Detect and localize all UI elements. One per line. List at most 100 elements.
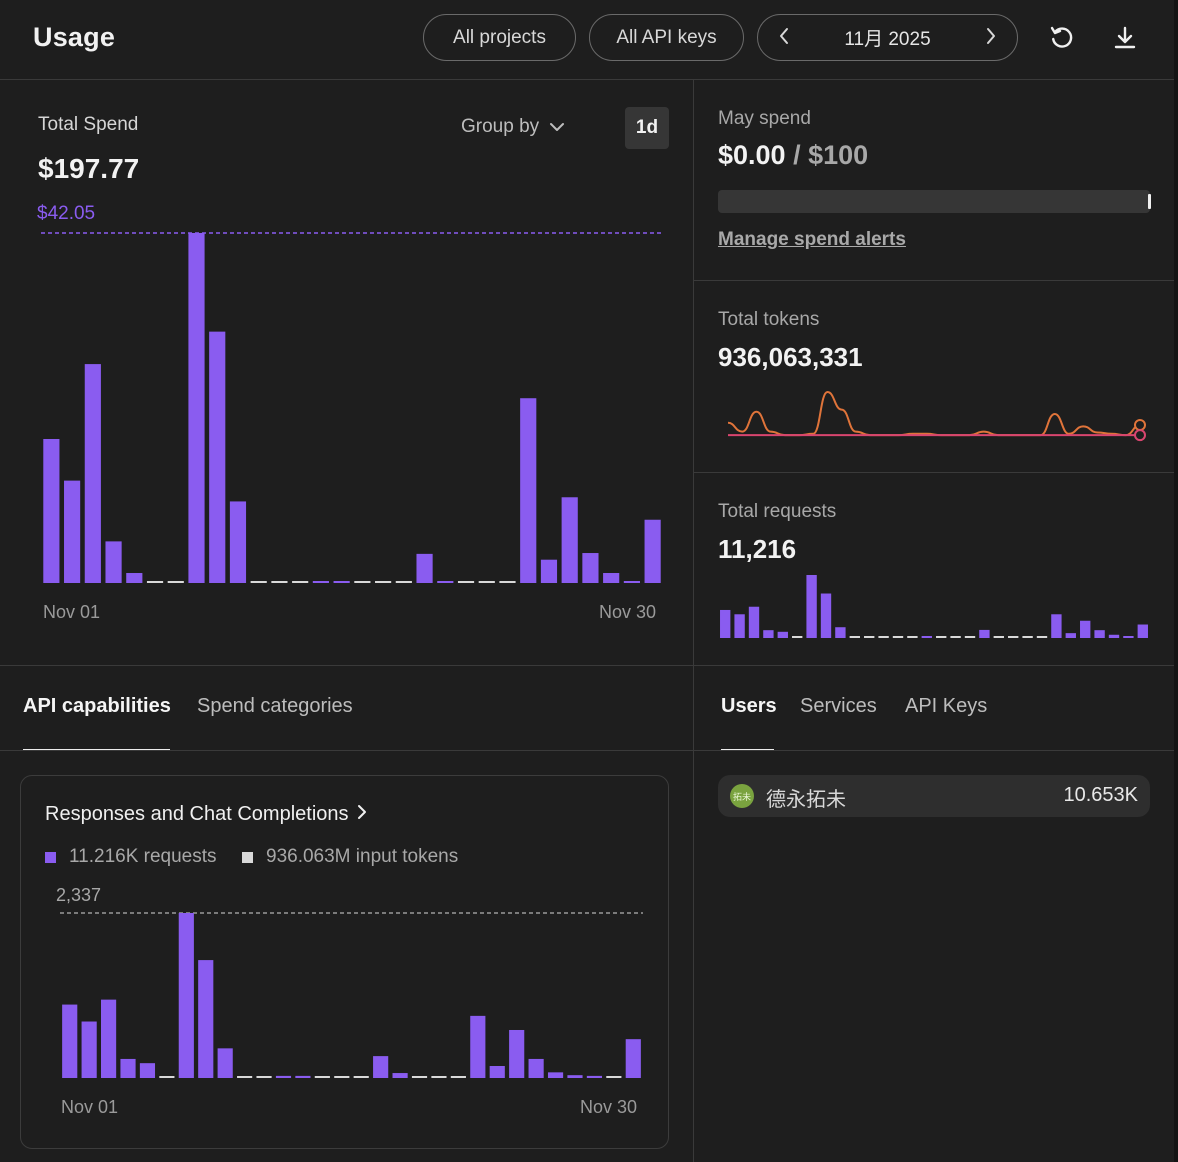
bar: [763, 630, 774, 638]
bar: [979, 629, 990, 638]
capability-x-end: Nov 30: [580, 1097, 638, 1117]
chevron-down-icon: [549, 116, 565, 138]
zero-marker: [256, 1076, 272, 1078]
legend-requests: 11.216K requests: [45, 846, 217, 868]
budget-spent: $0.00: [718, 140, 786, 170]
bar: [178, 913, 194, 1078]
month-selector: 11月 2025: [757, 14, 1018, 61]
zero-marker: [1022, 636, 1033, 638]
bar: [586, 1075, 602, 1078]
zero-marker: [606, 1076, 622, 1078]
bar: [373, 1056, 389, 1078]
spend-bar-chart: [41, 232, 663, 583]
zero-marker: [864, 636, 875, 638]
page-title: Usage: [33, 22, 116, 52]
zero-marker: [878, 636, 889, 638]
budget-value: $0.00 / $100: [718, 140, 868, 171]
budget-limit: $100: [808, 140, 869, 170]
zero-marker: [395, 581, 412, 583]
bar: [1080, 620, 1091, 638]
bar: [520, 398, 537, 583]
legend-label-input-tokens: 936.063M input tokens: [266, 846, 459, 867]
divider: [0, 665, 1174, 666]
capability-peak-label: 2,337: [56, 885, 102, 905]
spend-x-start: Nov 01: [43, 602, 101, 622]
bar: [217, 1048, 233, 1078]
total-requests-title: Total requests: [718, 501, 837, 522]
user-usage-value: 10.653K: [1063, 784, 1138, 806]
bar: [734, 614, 745, 638]
group-by-label: Group by: [461, 116, 540, 137]
manage-spend-alerts-link[interactable]: Manage spend alerts: [718, 229, 906, 250]
column-divider: [693, 80, 694, 1162]
all-api-keys-filter[interactable]: All API keys: [589, 14, 744, 61]
granularity-1d-toggle[interactable]: 1d: [625, 107, 669, 149]
bar: [126, 573, 143, 583]
zero-marker: [964, 636, 976, 638]
capability-bar-chart: [60, 912, 643, 1078]
chevron-right-icon: [357, 803, 367, 826]
user-row[interactable]: 拓未 德永拓未 10.653K: [718, 775, 1150, 817]
bar: [188, 233, 205, 583]
zero-marker: [478, 581, 495, 583]
bar: [644, 519, 661, 583]
zero-marker: [354, 581, 371, 583]
tab-api-capabilities[interactable]: API capabilities: [23, 695, 171, 717]
bar: [835, 627, 846, 638]
capability-card: [20, 775, 669, 1149]
bar: [777, 631, 788, 638]
group-by-dropdown[interactable]: Group by: [461, 116, 565, 138]
bar: [229, 501, 247, 583]
spend-x-end: Nov 30: [599, 602, 657, 622]
bar: [120, 1058, 136, 1078]
zero-marker: [892, 636, 904, 638]
legend-swatch-requests: [45, 851, 56, 863]
zero-marker: [411, 1076, 428, 1078]
bar: [820, 593, 832, 638]
tab-services[interactable]: Services: [800, 695, 877, 717]
requests-bar-chart: [720, 575, 1148, 638]
tab-spend-categories[interactable]: Spend categories: [197, 695, 353, 717]
chevron-right-icon[interactable]: [985, 27, 997, 49]
avatar: 拓未: [730, 784, 754, 808]
zero-marker: [907, 636, 918, 638]
bar: [547, 1072, 564, 1078]
legend-label-requests: 11.216K requests: [69, 846, 217, 867]
tab-api-keys[interactable]: API Keys: [905, 695, 988, 717]
bar: [295, 1075, 311, 1078]
bar: [1137, 624, 1148, 638]
zero-marker: [792, 636, 803, 638]
tab-users[interactable]: Users: [721, 695, 777, 717]
zero-marker: [146, 581, 164, 583]
bar: [748, 606, 760, 638]
bar: [561, 497, 578, 583]
divider: [0, 750, 693, 751]
refresh-icon[interactable]: [1048, 24, 1076, 52]
legend-swatch-input-tokens: [242, 851, 253, 863]
bar: [139, 1063, 156, 1078]
budget-limit-marker: [1148, 194, 1151, 209]
month-label: 11月 2025: [844, 29, 931, 50]
divider: [694, 472, 1174, 473]
zero-marker: [271, 581, 288, 583]
bar: [625, 1039, 641, 1078]
total-spend-title: Total Spend: [38, 114, 139, 135]
bar: [540, 559, 558, 583]
bar: [312, 581, 329, 583]
bar: [806, 575, 817, 638]
bar: [720, 609, 731, 638]
bar: [603, 573, 620, 583]
window-edge: [1174, 0, 1178, 1162]
bar: [582, 553, 599, 583]
chevron-left-icon[interactable]: [778, 27, 790, 49]
all-projects-filter[interactable]: All projects: [423, 14, 576, 61]
capability-card-title[interactable]: Responses and Chat Completions: [45, 803, 367, 826]
budget-separator: /: [785, 140, 809, 170]
bar: [62, 1004, 78, 1078]
top-bar: Usage All projects All API keys 11月 2025: [0, 0, 1174, 80]
bar: [392, 1073, 408, 1078]
bar: [1108, 634, 1120, 638]
download-icon[interactable]: [1111, 24, 1139, 52]
total-tokens-value: 936,063,331: [718, 342, 863, 372]
total-requests-value: 11,216: [718, 534, 797, 564]
